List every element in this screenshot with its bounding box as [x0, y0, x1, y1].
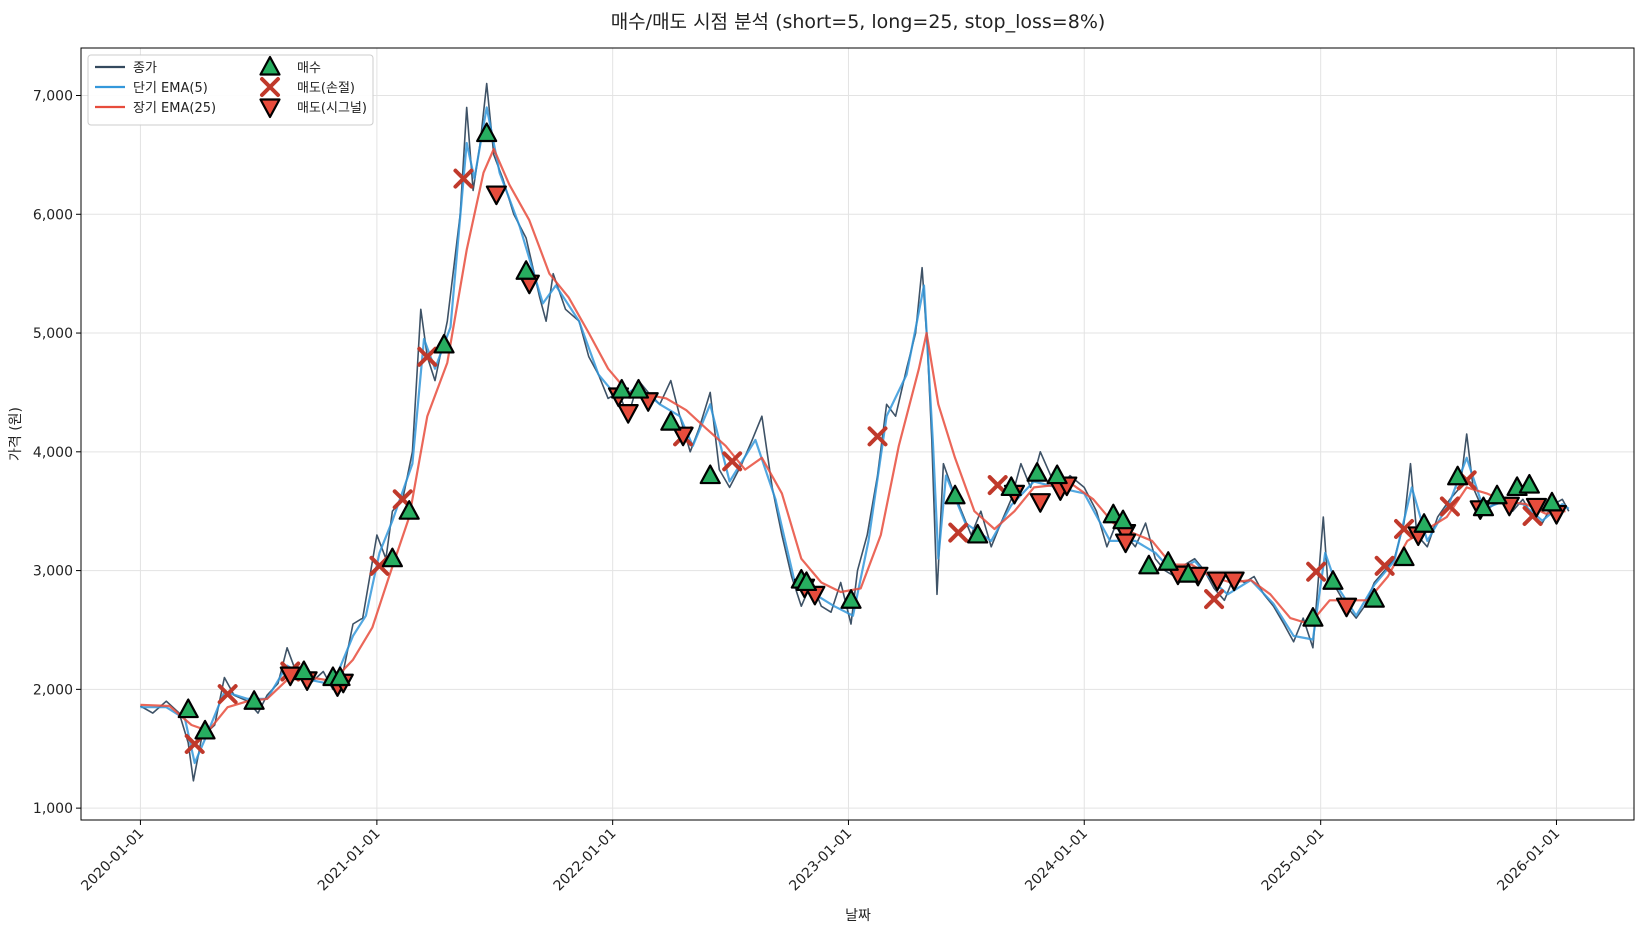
x-tick-label: 2024-01-01 [1022, 826, 1091, 895]
x-tick-label: 2023-01-01 [786, 826, 855, 895]
stop-loss-marker [1306, 561, 1327, 582]
legend-label: 단기 EMA(5) [133, 81, 208, 96]
y-tick-label: 6,000 [33, 207, 73, 223]
y-axis-ticks: 1,000 2,000 3,000 4,000 5,000 6,000 7,000 [33, 89, 81, 817]
buy-marker [967, 523, 989, 544]
y-tick-label: 3,000 [33, 564, 73, 580]
chart-title: 매수/매도 시점 분석 (short=5, long=25, stop_loss… [611, 11, 1106, 33]
legend-box [87, 54, 374, 126]
legend-buy-icon [259, 55, 281, 76]
stop-loss-marker [867, 426, 888, 447]
legend-label: 종가 [133, 61, 157, 76]
buy-marker [1177, 563, 1199, 583]
buy-marker [433, 333, 455, 354]
y-tick-label: 2,000 [33, 682, 73, 698]
buy-marker [944, 484, 966, 505]
stop-loss-marker [417, 346, 438, 367]
buy-marker [381, 547, 403, 568]
buy-marker [1541, 491, 1563, 512]
stop-loss-marker [1439, 496, 1460, 517]
marker-layer [177, 122, 1568, 754]
buy-marker [329, 666, 351, 687]
buy-marker [1447, 465, 1469, 486]
buy-marker [1472, 496, 1495, 517]
buy-marker [1026, 462, 1048, 482]
buy-marker [1138, 554, 1160, 575]
legend-label: 매도(시그널) [297, 101, 367, 116]
sell-marker [1223, 571, 1245, 592]
x-tick-label: 2021-01-01 [315, 826, 384, 895]
stop-loss-marker [722, 451, 743, 472]
x-tick-label: 2025-01-01 [1259, 826, 1328, 895]
buy-marker [795, 571, 818, 592]
buy-marker [1518, 473, 1540, 494]
buy-marker [1393, 546, 1415, 567]
buy-marker [476, 122, 498, 143]
buy-marker [611, 378, 633, 399]
y-tick-label: 4,000 [33, 445, 73, 461]
buy-marker [398, 500, 420, 520]
sell-marker [1114, 533, 1137, 554]
x-tick-label: 2026-01-01 [1494, 826, 1563, 895]
series-line [140, 147, 1566, 733]
buy-marker [1157, 551, 1179, 571]
buy-marker [840, 589, 862, 609]
buy-marker [1413, 513, 1435, 533]
x-axis-label: 날짜 [845, 908, 871, 924]
buy-marker [1302, 606, 1324, 627]
sell-marker [1335, 597, 1358, 618]
stop-loss-marker [217, 684, 238, 705]
sell-marker [1206, 571, 1228, 592]
series-line [140, 106, 1570, 765]
buy-marker [1000, 476, 1022, 497]
y-tick-label: 5,000 [33, 326, 73, 342]
legend-label: 장기 EMA(25) [133, 101, 216, 116]
stop-loss-marker [1204, 589, 1225, 610]
stop-loss-marker [948, 522, 969, 543]
buy-marker [1112, 509, 1134, 530]
buy-marker [660, 411, 682, 431]
buy-marker [1486, 484, 1508, 505]
stop-loss-marker [1374, 555, 1395, 576]
sell-marker [485, 185, 507, 206]
sell-marker [1029, 493, 1051, 513]
y-tick-label: 1,000 [33, 801, 73, 817]
y-axis-label: 가격 (원) [8, 407, 24, 461]
buy-marker [293, 660, 315, 681]
buy-marker [515, 260, 537, 280]
x-tick-label: 2020-01-01 [78, 826, 147, 895]
buy-marker [1322, 570, 1344, 590]
stop-loss-marker [1394, 519, 1415, 540]
series-layer [140, 82, 1570, 782]
legend-label: 매수 [297, 61, 321, 76]
buy-marker [699, 464, 721, 485]
buy-marker [243, 690, 265, 710]
sell-marker [1525, 497, 1548, 518]
legend-sell-icon [259, 98, 281, 119]
buy-marker [177, 698, 199, 719]
legend-stop-loss-icon [260, 77, 280, 97]
x-axis-ticks: 2020-01-01 2021-01-01 2022-01-01 2023-01-01… [78, 820, 1563, 894]
x-tick-label: 2022-01-01 [551, 826, 620, 895]
buy-marker [1046, 464, 1068, 485]
sell-marker [672, 426, 694, 447]
buy-marker [627, 378, 650, 399]
y-tick-label: 7,000 [33, 89, 73, 105]
grid [81, 48, 1634, 820]
buy-marker [194, 719, 216, 740]
plot-frame [80, 47, 1635, 821]
stop-loss-marker [453, 168, 474, 189]
sell-marker [617, 404, 639, 424]
series-line [140, 82, 1570, 782]
buy-marker [1363, 587, 1385, 608]
legend-label: 매도(손절) [297, 81, 355, 96]
